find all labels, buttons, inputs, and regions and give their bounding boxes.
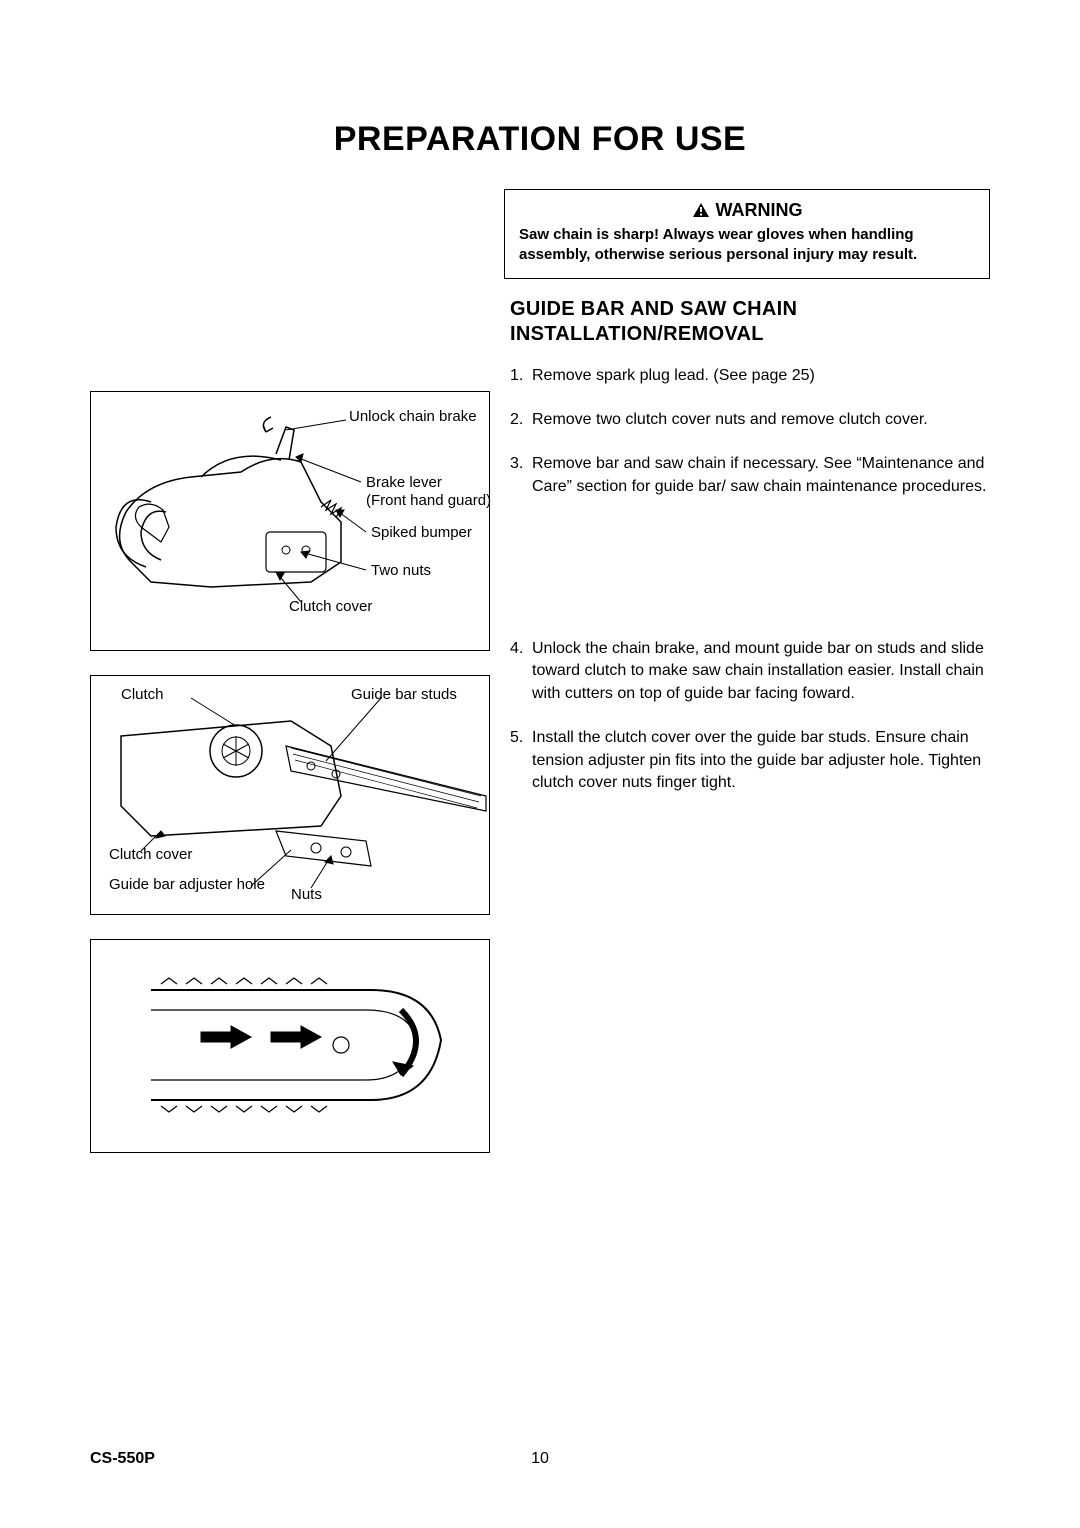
label-clutch: Clutch <box>121 686 164 704</box>
label-unlock-chain-brake: Unlock chain brake <box>349 408 477 426</box>
label-clutch-cover-2: Clutch cover <box>109 846 192 864</box>
manual-page: PREPARATION FOR USE <box>0 0 1080 1528</box>
step-text: Unlock the chain brake, and mount guide … <box>532 638 990 705</box>
diagram-3-sketch <box>91 940 491 1154</box>
label-spiked-bumper: Spiked bumper <box>371 524 472 542</box>
diagrams-column: Unlock chain brake Brake lever (Front ha… <box>90 189 490 1177</box>
step-number: 3. <box>510 453 532 498</box>
step-number: 1. <box>510 365 532 387</box>
diagram-chainsaw-labels: Unlock chain brake Brake lever (Front ha… <box>90 391 490 651</box>
step-1: 1. Remove spark plug lead. (See page 25) <box>510 365 990 387</box>
warning-triangle-icon <box>692 202 710 218</box>
page-title: PREPARATION FOR USE <box>90 120 990 159</box>
warning-box: WARNING Saw chain is sharp! Always wear … <box>504 189 990 279</box>
text-column: WARNING Saw chain is sharp! Always wear … <box>510 189 990 1177</box>
warning-body: Saw chain is sharp! Always wear gloves w… <box>519 225 975 266</box>
step-number: 2. <box>510 409 532 431</box>
page-footer: CS-550P 10 <box>90 1450 990 1468</box>
warning-heading-text: WARNING <box>716 200 803 220</box>
label-front-hand-guard: (Front hand guard) <box>366 492 491 510</box>
label-clutch-cover-1: Clutch cover <box>289 598 372 616</box>
label-guide-bar-studs: Guide bar studs <box>351 686 457 704</box>
label-two-nuts: Two nuts <box>371 562 431 580</box>
section-heading: GUIDE BAR AND SAW CHAIN INSTALLATION/REM… <box>510 297 990 347</box>
step-text: Remove bar and saw chain if necessary. S… <box>532 453 990 498</box>
diagram-chain-direction <box>90 939 490 1153</box>
steps-list: 1. Remove spark plug lead. (See page 25)… <box>510 365 990 795</box>
step-number: 5. <box>510 727 532 794</box>
step-text: Remove spark plug lead. (See page 25) <box>532 365 990 387</box>
content-area: Unlock chain brake Brake lever (Front ha… <box>90 189 990 1177</box>
model-number: CS-550P <box>90 1450 155 1468</box>
diagram-clutch-assembly: Clutch Guide bar studs Clutch cover Guid… <box>90 675 490 915</box>
step-text: Install the clutch cover over the guide … <box>532 727 990 794</box>
step-2: 2. Remove two clutch cover nuts and remo… <box>510 409 990 431</box>
warning-heading: WARNING <box>519 200 975 221</box>
label-guide-bar-adjuster: Guide bar adjuster hole <box>109 876 265 894</box>
step-number: 4. <box>510 638 532 705</box>
label-nuts: Nuts <box>291 886 322 904</box>
page-number: 10 <box>531 1450 549 1468</box>
step-text: Remove two clutch cover nuts and remove … <box>532 409 990 431</box>
step-5: 5. Install the clutch cover over the gui… <box>510 727 990 794</box>
step-4: 4. Unlock the chain brake, and mount gui… <box>510 638 990 705</box>
step-3: 3. Remove bar and saw chain if necessary… <box>510 453 990 498</box>
label-brake-lever: Brake lever <box>366 474 442 492</box>
